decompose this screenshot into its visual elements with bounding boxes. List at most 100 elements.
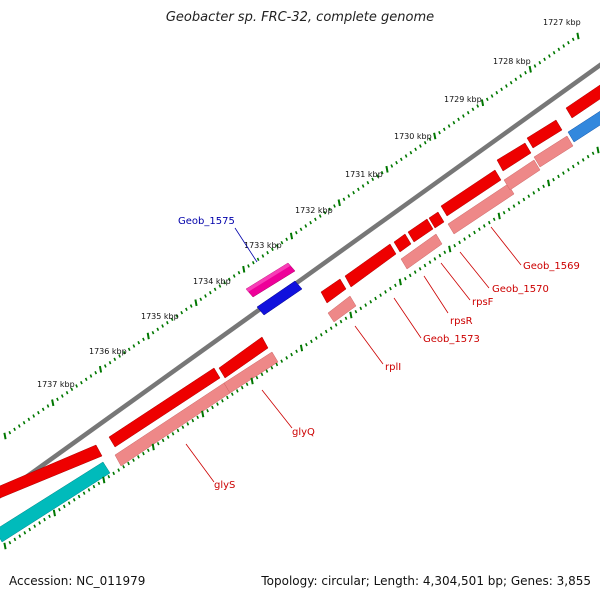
inner-scale-tick: [156, 441, 160, 446]
outer-scale-tick: [576, 32, 580, 40]
inner-scale-tick: [146, 448, 150, 453]
outer-scale-tick: [514, 77, 518, 82]
label-glyq[interactable]: glyQ: [292, 427, 315, 438]
gene-blue-right[interactable]: [567, 108, 600, 143]
inner-scale-tick: [547, 179, 551, 187]
outer-scale-tick: [480, 99, 485, 107]
gene-blue-reverse[interactable]: [256, 280, 303, 316]
inner-scale-tick: [576, 161, 580, 165]
gene-geob-1573-red[interactable]: [344, 243, 397, 288]
outer-scale-tick: [414, 147, 418, 152]
gene-rpsr-red[interactable]: [393, 233, 412, 253]
inner-scale-tick: [314, 336, 318, 340]
outer-scale-tick: [376, 174, 379, 178]
outer-scale-tick: [118, 354, 121, 358]
outer-scale-tick: [347, 194, 351, 198]
inner-scale-tick: [33, 524, 37, 528]
outer-scale-tick: [328, 207, 332, 212]
label-rpsf[interactable]: rpsF: [472, 297, 494, 308]
inner-scale-tick: [77, 494, 81, 499]
inner-scale-tick: [492, 217, 496, 222]
outer-scale-tick: [543, 57, 546, 62]
inner-scale-tick: [557, 174, 560, 179]
tick-label-1730: 1730 kbp: [394, 132, 432, 141]
outer-scale-tick: [213, 287, 217, 292]
label-geob-1570[interactable]: Geob_1570: [492, 284, 549, 295]
inner-scale-tick: [151, 443, 155, 451]
label-rpsr[interactable]: rpsR: [450, 316, 473, 327]
inner-scale-tick: [171, 432, 175, 436]
inner-scale-tick: [196, 415, 200, 420]
label-geob-1575[interactable]: Geob_1575: [178, 216, 235, 227]
outer-scale-tick: [175, 314, 179, 318]
label-rpli[interactable]: rplI: [385, 362, 401, 373]
inner-scale-tick: [97, 481, 101, 486]
gene-geob-1575-pink[interactable]: [245, 262, 296, 298]
gene-red-9[interactable]: [565, 84, 600, 119]
gene-block-1[interactable]: [0, 444, 103, 499]
inner-scale-tick: [216, 402, 219, 406]
gene-geob-1570-red[interactable]: [428, 211, 445, 229]
outer-scale-tick: [103, 364, 107, 368]
gene-glyq-red[interactable]: [218, 336, 269, 379]
inner-scale-tick: [517, 201, 521, 205]
label-geob-1569[interactable]: Geob_1569: [523, 261, 580, 272]
scale-dots-outer: [3, 32, 580, 440]
outer-scale-tick: [509, 80, 513, 85]
inner-scale-tick: [72, 498, 76, 502]
gene-cyan[interactable]: [0, 461, 111, 543]
gene-red-7[interactable]: [496, 142, 532, 172]
outer-scale-tick: [27, 417, 31, 422]
outer-scale-tick: [46, 404, 50, 408]
outer-scale-tick: [423, 140, 427, 145]
outer-scale-tick: [490, 94, 494, 98]
outer-scale-tick: [80, 380, 83, 385]
outer-scale-tick: [142, 337, 145, 342]
leader-rpsf: [440, 262, 471, 301]
outer-scale-tick: [185, 307, 188, 312]
shadow-gene-rpli: [327, 295, 357, 323]
gene-rpli-red[interactable]: [320, 278, 347, 304]
inner-scale-tick: [394, 283, 397, 288]
inner-scale-tick: [132, 458, 135, 462]
inner-scale-tick: [117, 468, 121, 472]
outer-scale-tick: [337, 199, 341, 207]
inner-scale-tick: [408, 273, 412, 278]
gene-red-8[interactable]: [526, 119, 563, 149]
outer-scale-tick: [557, 47, 561, 52]
outer-scale-tick: [146, 332, 150, 340]
gene-glys-red[interactable]: [108, 367, 221, 448]
gene-geob-1569-red[interactable]: [440, 169, 502, 217]
inner-scale-tick: [468, 234, 471, 238]
outer-scale-tick: [247, 264, 250, 268]
outer-scale-tick: [462, 114, 465, 118]
inner-scale-tick: [161, 438, 165, 443]
label-geob-1573[interactable]: Geob_1573: [423, 334, 480, 345]
forward-strand-shadow-genes: [114, 135, 574, 467]
inner-scale-tick: [403, 276, 407, 281]
outer-scale-tick: [208, 290, 212, 295]
inner-scale-tick: [458, 240, 461, 245]
label-leaders: [185, 226, 522, 483]
inner-scale-tick: [137, 455, 140, 459]
label-glys[interactable]: glyS: [214, 480, 235, 491]
inner-scale-tick: [230, 392, 234, 396]
inner-scale-tick: [581, 158, 585, 162]
outer-scale-tick: [113, 357, 117, 362]
outer-scale-tick: [166, 321, 169, 325]
outer-scale-tick: [485, 97, 489, 102]
inner-scale-tick: [398, 278, 402, 286]
outer-scale-tick: [433, 132, 437, 140]
inner-scale-tick: [463, 237, 466, 241]
inner-scale-tick: [542, 184, 545, 189]
inner-scale-tick: [497, 212, 501, 220]
tick-label-1728: 1728 kbp: [493, 57, 531, 66]
tick-label-1729: 1729 kbp: [444, 95, 482, 104]
inner-scale-tick: [127, 461, 130, 466]
gene-rpsf-red[interactable]: [407, 218, 434, 243]
outer-scale-tick: [304, 224, 308, 228]
outer-scale-tick: [447, 124, 451, 128]
inner-scale-tick: [586, 154, 590, 159]
inner-scale-tick: [389, 286, 392, 291]
